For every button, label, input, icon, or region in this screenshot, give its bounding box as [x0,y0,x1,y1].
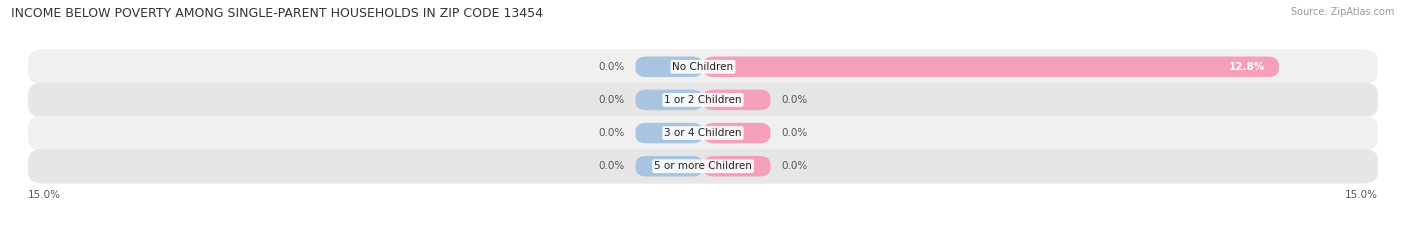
FancyBboxPatch shape [636,156,703,176]
FancyBboxPatch shape [28,116,1378,151]
Text: No Children: No Children [672,62,734,72]
FancyBboxPatch shape [636,57,703,77]
Text: 0.0%: 0.0% [782,95,808,105]
Text: 0.0%: 0.0% [782,161,808,171]
FancyBboxPatch shape [703,90,770,110]
FancyBboxPatch shape [636,90,703,110]
FancyBboxPatch shape [703,156,770,176]
Text: 0.0%: 0.0% [598,128,624,138]
Text: 1 or 2 Children: 1 or 2 Children [664,95,742,105]
Text: 12.8%: 12.8% [1229,62,1265,72]
FancyBboxPatch shape [28,149,1378,184]
Text: 0.0%: 0.0% [598,95,624,105]
Text: 0.0%: 0.0% [782,128,808,138]
FancyBboxPatch shape [28,82,1378,117]
Text: INCOME BELOW POVERTY AMONG SINGLE-PARENT HOUSEHOLDS IN ZIP CODE 13454: INCOME BELOW POVERTY AMONG SINGLE-PARENT… [11,7,543,20]
FancyBboxPatch shape [28,49,1378,84]
Text: 3 or 4 Children: 3 or 4 Children [664,128,742,138]
Text: 15.0%: 15.0% [1346,190,1378,200]
Text: 0.0%: 0.0% [598,62,624,72]
FancyBboxPatch shape [703,123,770,143]
Text: 5 or more Children: 5 or more Children [654,161,752,171]
Text: 0.0%: 0.0% [598,161,624,171]
Text: 15.0%: 15.0% [28,190,60,200]
FancyBboxPatch shape [636,123,703,143]
FancyBboxPatch shape [703,57,1279,77]
Text: Source: ZipAtlas.com: Source: ZipAtlas.com [1291,7,1395,17]
